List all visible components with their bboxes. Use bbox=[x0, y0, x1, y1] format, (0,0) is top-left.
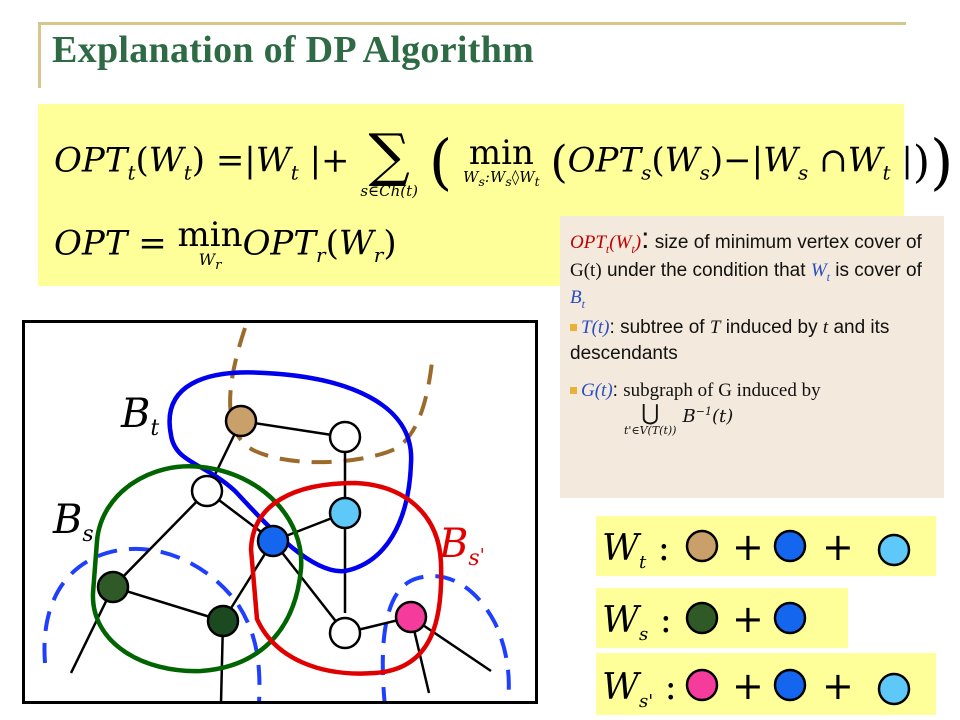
gt-definition: G(t): subgraph of G induced by bbox=[570, 378, 934, 405]
plus-sign: + bbox=[822, 664, 854, 708]
blue-dashed-bag-left bbox=[42, 546, 262, 701]
legend-wt-label: Wt : bbox=[602, 528, 670, 573]
opt-definition: OPTt(Wt): size of minimum vertex cover o… bbox=[570, 222, 922, 311]
legend-node-light-blue bbox=[877, 672, 911, 706]
legend-wt: Wt : + + bbox=[596, 516, 936, 576]
legend-node-blue bbox=[773, 529, 807, 563]
legend-node-dark-green bbox=[685, 601, 719, 635]
definitions-box: OPTt(Wt): size of minimum vertex cover o… bbox=[560, 216, 944, 498]
bullet-icon bbox=[570, 387, 577, 395]
blue-dashed-bag-right bbox=[380, 574, 511, 701]
legend-node-tan bbox=[685, 529, 719, 563]
plus-sign: + bbox=[822, 525, 854, 569]
brown-dashed-bag bbox=[228, 327, 435, 465]
node-white-mid bbox=[190, 474, 224, 508]
node-pink bbox=[394, 600, 428, 634]
title-decoration-left bbox=[38, 22, 41, 88]
legend-ws: Ws : + bbox=[596, 588, 848, 648]
bag-bsp bbox=[248, 480, 444, 676]
legend-node-pink bbox=[685, 668, 719, 702]
dp-recurrence-formula: OPTt(Wt) =|Wt |+ ∑ s∈Ch(t) ( min Ws:Ws◊W… bbox=[54, 121, 954, 200]
graph-edges bbox=[69, 419, 492, 701]
gt-union-expression: ⋃ t'∈V(T(t)) B−1(t) bbox=[624, 400, 734, 437]
legend-wsp: Ws' : + + bbox=[596, 653, 936, 715]
plus-sign: + bbox=[732, 664, 764, 708]
graph-svg: Bt Bs Bs' bbox=[42, 327, 511, 701]
node-light-blue bbox=[328, 496, 362, 530]
title-decoration-top bbox=[40, 22, 906, 25]
bag-bs bbox=[90, 464, 304, 674]
legend-node-light-blue bbox=[877, 533, 911, 567]
node-white-top bbox=[328, 420, 362, 454]
node-white-bottom bbox=[328, 616, 362, 650]
label-bs: Bs bbox=[52, 497, 94, 547]
bag-bt bbox=[167, 370, 414, 574]
opt-def-label: OPTt(Wt) bbox=[570, 232, 642, 256]
label-bt: Bt bbox=[120, 391, 159, 441]
node-darker-green bbox=[206, 604, 240, 638]
label-bsp: Bs' bbox=[438, 521, 485, 571]
node-tan bbox=[224, 404, 258, 438]
legend-wsp-label: Ws' : bbox=[602, 667, 677, 712]
union-symbol: ⋃ bbox=[641, 400, 660, 426]
opt-root-formula: OPT = min Wr OPTr(Wr) bbox=[54, 215, 397, 274]
plus-sign: + bbox=[732, 597, 764, 641]
plus-sign: + bbox=[732, 525, 764, 569]
legend-node-blue bbox=[773, 601, 807, 635]
legend-ws-label: Ws : bbox=[602, 600, 672, 645]
opt-def-wt: Wt bbox=[810, 259, 830, 284]
bullet-icon bbox=[570, 324, 577, 332]
node-blue bbox=[256, 524, 290, 558]
legend-node-blue bbox=[773, 668, 807, 702]
opt-def-bt: Bt bbox=[570, 287, 585, 311]
graph-diagram: Bt Bs Bs' bbox=[22, 320, 538, 704]
slide-title: Explanation of DP Algorithm bbox=[52, 29, 535, 71]
node-dark-green bbox=[96, 570, 130, 604]
tt-definition: T(t): subtree of T induced by t and its … bbox=[570, 316, 890, 365]
